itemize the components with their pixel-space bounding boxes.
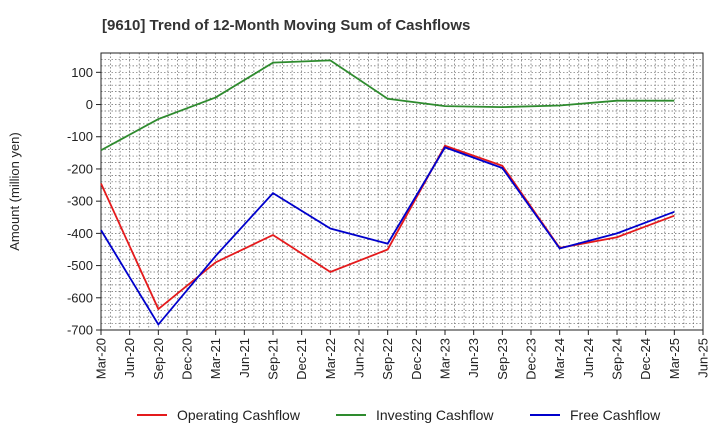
legend-label: Operating Cashflow <box>177 407 301 423</box>
x-tick-label: Mar-25 <box>667 338 682 379</box>
x-tick-label: Dec-22 <box>409 338 424 380</box>
series-line-free-cashflow <box>100 146 675 327</box>
x-tick-label: Dec-21 <box>294 338 309 380</box>
chart-title: [9610] Trend of 12-Month Moving Sum of C… <box>102 17 470 34</box>
y-axis-ticks: 100 0 -100 -200 -300 -400 -500 -600 -700 <box>67 65 101 338</box>
x-tick-label: Sep-22 <box>380 338 395 380</box>
legend-label: Investing Cashflow <box>376 407 494 423</box>
x-tick-label: Mar-20 <box>94 338 109 379</box>
y-tick-label: 0 <box>86 97 93 112</box>
y-tick-label: -500 <box>67 258 93 273</box>
x-tick-label: Jun-20 <box>122 338 137 378</box>
x-tick-label: Dec-23 <box>524 338 539 380</box>
x-tick-label: Sep-20 <box>151 338 166 380</box>
x-tick-label: Jun-25 <box>696 338 711 378</box>
x-tick-label: Jun-23 <box>466 338 481 378</box>
x-tick-label: Jun-24 <box>581 338 596 378</box>
y-tick-label: -200 <box>67 161 93 176</box>
y-tick-label: -100 <box>67 129 93 144</box>
grid <box>101 53 703 330</box>
series-lines <box>100 59 675 327</box>
x-tick-label: Jun-22 <box>352 338 367 378</box>
legend-label: Free Cashflow <box>570 407 661 423</box>
x-axis-ticks: Mar-20 Jun-20 Sep-20 Dec-20 Mar-21 Jun-21 Sep-… <box>94 330 711 380</box>
x-tick-label: Dec-20 <box>180 338 195 380</box>
plot-area-frame <box>100 52 704 331</box>
y-axis-label: Amount (million yen) <box>7 132 22 251</box>
y-tick-label: -400 <box>67 226 93 241</box>
x-tick-label: Mar-23 <box>438 338 453 379</box>
legend: Operating Cashflow Investing Cashflow Free… <box>137 407 661 423</box>
y-tick-label: -300 <box>67 194 93 209</box>
series-line-investing-cashflow <box>100 59 675 152</box>
y-tick-label: 100 <box>71 65 93 80</box>
x-tick-label: Sep-23 <box>495 338 510 380</box>
x-tick-label: Sep-21 <box>266 338 281 380</box>
y-tick-label: -600 <box>67 290 93 305</box>
x-tick-label: Jun-21 <box>237 338 252 378</box>
y-tick-label: -700 <box>67 323 93 338</box>
x-tick-label: Sep-24 <box>610 338 625 380</box>
x-tick-label: Mar-24 <box>552 338 567 379</box>
x-tick-label: Mar-22 <box>323 338 338 379</box>
x-tick-label: Dec-24 <box>638 338 653 380</box>
x-tick-label: Mar-21 <box>208 338 223 379</box>
